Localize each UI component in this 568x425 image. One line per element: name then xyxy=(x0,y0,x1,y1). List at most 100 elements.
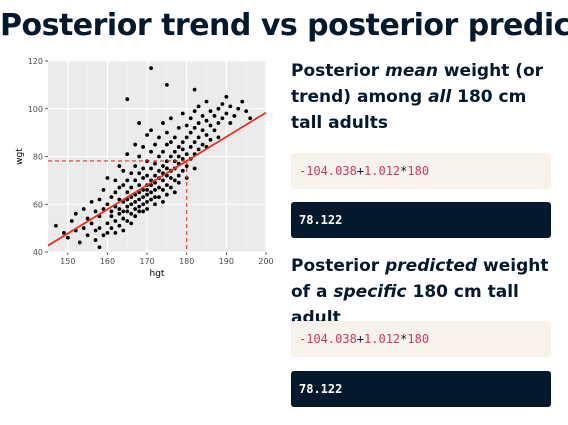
data-point xyxy=(85,233,90,238)
data-point xyxy=(129,211,134,216)
data-point xyxy=(180,168,185,173)
data-point xyxy=(125,219,130,223)
data-point xyxy=(172,135,177,140)
data-point xyxy=(248,116,253,121)
data-point xyxy=(77,240,82,245)
code-input-1: -104.038 + 1.012 * 180 xyxy=(291,153,551,189)
data-point xyxy=(161,149,165,154)
data-point xyxy=(172,149,177,154)
data-point xyxy=(137,154,142,159)
data-point xyxy=(121,183,126,188)
data-points xyxy=(54,66,253,250)
data-point xyxy=(69,219,74,223)
data-point xyxy=(133,214,138,219)
data-point xyxy=(145,173,149,178)
data-point xyxy=(180,147,185,152)
data-point xyxy=(137,197,142,202)
data-point xyxy=(176,173,181,178)
data-point xyxy=(113,219,118,223)
data-point xyxy=(168,140,173,145)
data-point xyxy=(145,199,149,204)
data-point xyxy=(165,192,169,197)
heading-part: mean xyxy=(385,61,438,81)
data-point xyxy=(204,118,209,123)
data-point xyxy=(157,168,161,173)
data-point xyxy=(141,166,146,171)
scatter-plot: 150 160 170 180 190 200 40 60 80 100 120 hgt wgt xyxy=(10,55,275,285)
data-point xyxy=(212,114,217,118)
data-point xyxy=(85,216,90,221)
x-tick-label: 200 xyxy=(258,257,273,266)
data-point xyxy=(224,94,229,99)
data-point xyxy=(105,221,110,226)
x-tick-label: 150 xyxy=(60,257,75,266)
data-point xyxy=(137,121,142,125)
data-point xyxy=(196,147,201,152)
data-point xyxy=(137,209,142,214)
y-tick-label: 40 xyxy=(33,248,43,257)
data-point xyxy=(117,164,122,168)
data-point xyxy=(97,226,102,231)
data-point xyxy=(125,209,130,214)
data-point xyxy=(184,152,189,157)
data-point xyxy=(145,192,149,197)
x-tick-label: 170 xyxy=(139,257,154,266)
y-tick-label: 80 xyxy=(33,153,43,162)
data-point xyxy=(192,140,197,145)
data-point xyxy=(153,173,157,178)
code-intercept: -104.038 xyxy=(299,164,357,178)
data-point xyxy=(101,207,106,211)
data-point xyxy=(125,97,130,102)
data-point xyxy=(141,176,146,180)
scatter-chart-svg: 150 160 170 180 190 200 40 60 80 100 120 hgt wgt xyxy=(15,57,274,279)
x-axis-label: hgt xyxy=(150,269,165,279)
data-point xyxy=(220,102,225,106)
data-point xyxy=(109,214,114,219)
data-point xyxy=(97,197,102,202)
data-point xyxy=(113,178,118,183)
code-slope: 1.012 xyxy=(364,332,401,346)
code-plus: + xyxy=(356,164,365,178)
data-point xyxy=(125,204,130,209)
posterior-predicted-heading: Posterior predicted weight of a specific… xyxy=(291,253,561,331)
slide-title: Posterior trend vs posterior prediction xyxy=(0,8,568,43)
data-point xyxy=(109,226,114,231)
data-point xyxy=(145,133,149,137)
heading-part: weight of a xyxy=(291,256,549,302)
data-point xyxy=(200,114,205,118)
data-point xyxy=(153,161,157,166)
x-tick-label: 160 xyxy=(100,257,115,266)
data-point xyxy=(125,190,130,195)
data-point xyxy=(121,168,126,173)
data-point xyxy=(228,121,233,125)
heading-part: 180 cm tall adults xyxy=(291,87,527,133)
data-point xyxy=(176,154,181,159)
data-point xyxy=(184,123,189,128)
data-point xyxy=(145,188,149,192)
data-point xyxy=(133,199,138,204)
heading-part: specific xyxy=(333,282,407,302)
data-point xyxy=(153,142,157,147)
data-point xyxy=(117,197,122,202)
data-point xyxy=(153,188,157,192)
y-tick-label: 120 xyxy=(28,57,43,66)
data-point xyxy=(192,87,197,92)
data-point xyxy=(73,211,78,216)
data-point xyxy=(184,135,189,140)
data-point xyxy=(165,166,169,171)
data-point xyxy=(81,226,86,231)
data-point xyxy=(236,106,241,111)
data-point xyxy=(117,223,122,228)
data-point xyxy=(216,121,221,125)
data-point xyxy=(129,202,134,207)
data-point xyxy=(192,125,197,130)
data-point xyxy=(105,231,110,235)
data-point xyxy=(109,209,114,214)
data-point xyxy=(212,128,217,133)
data-point xyxy=(168,116,173,121)
code-input-2: -104.038 + 1.012 * 180 xyxy=(291,321,551,357)
data-point xyxy=(89,221,94,226)
data-point xyxy=(117,211,122,216)
data-point xyxy=(165,183,169,188)
data-point xyxy=(113,190,118,195)
